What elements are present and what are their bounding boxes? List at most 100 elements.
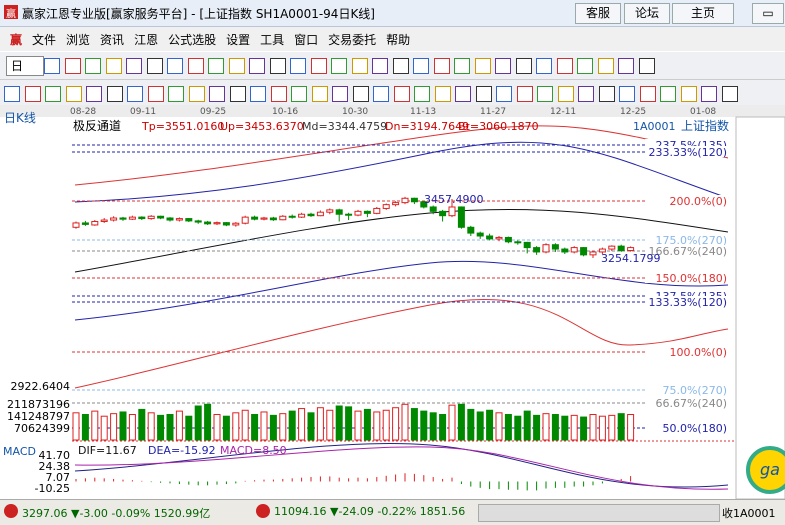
- menu-item[interactable]: 资讯: [100, 32, 125, 47]
- tool-button[interactable]: [310, 58, 327, 74]
- menu-item[interactable]: 浏览: [66, 32, 91, 47]
- service-button[interactable]: 客服: [575, 3, 621, 24]
- candle-body: [157, 215, 165, 219]
- volume-bar: [589, 414, 597, 441]
- candle-body: [222, 222, 230, 226]
- tool-button[interactable]: [597, 58, 614, 74]
- tool-button[interactable]: [127, 86, 143, 102]
- tool-button[interactable]: [228, 58, 245, 74]
- tool-button[interactable]: [414, 86, 430, 102]
- tool-button[interactable]: [536, 58, 552, 74]
- scrollbar[interactable]: [478, 504, 720, 522]
- tool-button[interactable]: [44, 58, 60, 74]
- tool-button[interactable]: [270, 86, 287, 102]
- tool-button[interactable]: [516, 86, 533, 102]
- tool-button[interactable]: [618, 58, 634, 74]
- menu-item[interactable]: 帮助: [386, 32, 411, 47]
- tool-button[interactable]: [291, 86, 307, 102]
- tool-button[interactable]: [619, 86, 635, 102]
- tool-button[interactable]: [557, 86, 574, 102]
- tool-button[interactable]: [24, 86, 41, 102]
- menu-item[interactable]: 文件: [32, 32, 57, 47]
- candle-body: [185, 218, 193, 222]
- tool-button[interactable]: [146, 58, 163, 74]
- tool-button[interactable]: [229, 86, 246, 102]
- index-name: 上证指数: [681, 118, 729, 133]
- tool-button[interactable]: [4, 86, 20, 102]
- menu-item[interactable]: 设置: [226, 32, 251, 47]
- tool-button[interactable]: [393, 86, 410, 102]
- home-button[interactable]: 主页: [672, 3, 734, 24]
- menu-item[interactable]: 窗口: [294, 32, 319, 47]
- tool-button[interactable]: [147, 86, 164, 102]
- tool-button[interactable]: [638, 58, 655, 74]
- tool-button[interactable]: [475, 86, 492, 102]
- candle-body: [298, 213, 306, 218]
- period-select[interactable]: 日: [6, 56, 44, 76]
- candle-body: [251, 216, 259, 220]
- tool-button[interactable]: [537, 86, 553, 102]
- volume-bar: [354, 410, 362, 441]
- volume-bar: [514, 415, 522, 441]
- tool-button[interactable]: [454, 58, 470, 74]
- tool-button[interactable]: [680, 86, 697, 102]
- tool-button[interactable]: [331, 58, 347, 74]
- tool-button[interactable]: [187, 58, 204, 74]
- tool-button[interactable]: [496, 86, 512, 102]
- candle-body: [448, 206, 456, 217]
- tool-button[interactable]: [126, 58, 142, 74]
- tool-button[interactable]: [434, 86, 451, 102]
- tool-button[interactable]: [290, 58, 306, 74]
- tool-button[interactable]: [351, 58, 368, 74]
- tool-button[interactable]: [578, 86, 594, 102]
- tool-button[interactable]: [433, 58, 450, 74]
- tool-button[interactable]: [168, 86, 184, 102]
- candle-body: [213, 222, 221, 225]
- tool-button[interactable]: [495, 58, 511, 74]
- tool-button[interactable]: [721, 86, 738, 102]
- tool-button[interactable]: [332, 86, 348, 102]
- tool-button[interactable]: [311, 86, 328, 102]
- tool-button[interactable]: [577, 58, 593, 74]
- menu-item[interactable]: 交易委托: [328, 32, 377, 47]
- tool-button[interactable]: [45, 86, 61, 102]
- tool-button[interactable]: [86, 86, 102, 102]
- tool-button[interactable]: [65, 86, 82, 102]
- tool-button[interactable]: [373, 86, 389, 102]
- tool-button[interactable]: [64, 58, 81, 74]
- volume-bar: [269, 414, 277, 441]
- tool-button[interactable]: [515, 58, 532, 74]
- tool-button[interactable]: [372, 58, 388, 74]
- tool-button[interactable]: [556, 58, 573, 74]
- tool-button[interactable]: [106, 86, 123, 102]
- menu-item[interactable]: 公式选股: [168, 32, 217, 47]
- restore-button[interactable]: ▭: [752, 3, 784, 24]
- tool-button[interactable]: [701, 86, 717, 102]
- tool-button[interactable]: [188, 86, 205, 102]
- menu-item[interactable]: 江恩: [134, 32, 159, 47]
- tool-button[interactable]: [474, 58, 491, 74]
- low-label: 3254.1799: [601, 252, 661, 265]
- tool-button[interactable]: [208, 58, 224, 74]
- volume-bar: [345, 406, 353, 441]
- volume-bar: [598, 415, 606, 441]
- menu-item[interactable]: 工具: [260, 32, 285, 47]
- tool-button[interactable]: [352, 86, 369, 102]
- tool-button[interactable]: [413, 58, 429, 74]
- macd-tick-label: 7.07: [46, 471, 71, 484]
- tool-button[interactable]: [455, 86, 471, 102]
- tool-button[interactable]: [269, 58, 286, 74]
- tool-button[interactable]: [598, 86, 615, 102]
- tool-button[interactable]: [209, 86, 225, 102]
- tool-button[interactable]: [660, 86, 676, 102]
- tool-button[interactable]: [639, 86, 656, 102]
- tool-button[interactable]: [250, 86, 266, 102]
- tool-button[interactable]: [392, 58, 409, 74]
- forum-button[interactable]: 论坛: [624, 3, 670, 24]
- tool-button[interactable]: [105, 58, 122, 74]
- tool-button[interactable]: [249, 58, 265, 74]
- tool-button[interactable]: [85, 58, 101, 74]
- candle-body: [204, 221, 212, 225]
- level-label-bg: [645, 234, 728, 245]
- tool-button[interactable]: [167, 58, 183, 74]
